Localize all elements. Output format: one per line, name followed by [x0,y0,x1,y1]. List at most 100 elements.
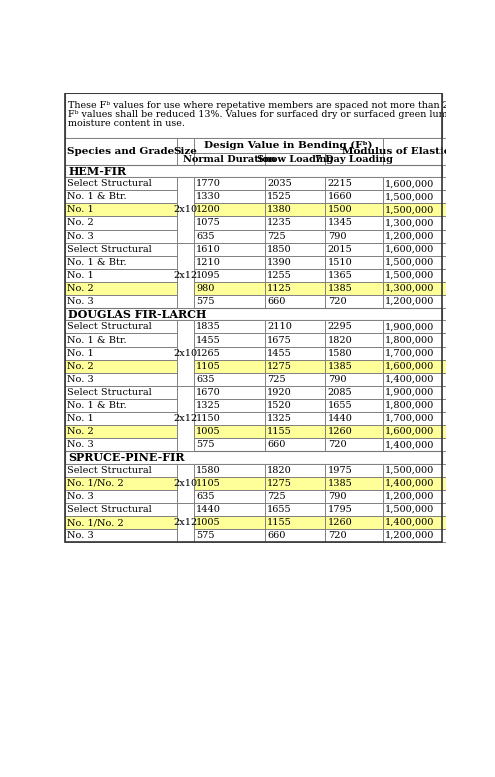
Text: 1105: 1105 [196,479,221,488]
Bar [325,269,383,282]
Bar [65,165,443,177]
Bar [177,295,194,308]
Text: No. 1 & Btr.: No. 1 & Btr. [67,258,127,267]
Text: 1365: 1365 [328,271,352,280]
Text: Snow Loading: Snow Loading [257,155,333,164]
Text: 1,300,000: 1,300,000 [385,218,435,228]
Text: 1,500,000: 1,500,000 [385,271,434,280]
Text: 1,900,000: 1,900,000 [385,322,434,332]
Text: 1770: 1770 [196,179,221,188]
Bar [383,333,446,347]
Bar [265,425,325,438]
Bar [265,490,325,503]
Text: 1820: 1820 [267,465,292,475]
Text: 1,500,000: 1,500,000 [385,465,434,475]
Bar [177,204,194,217]
Bar [325,153,383,165]
Bar [177,242,194,308]
Bar [325,256,383,269]
Text: Design Value in Bending (Fᵇ): Design Value in Bending (Fᵇ) [204,141,372,150]
Text: 2015: 2015 [328,245,352,253]
Text: 725: 725 [267,492,286,501]
Bar [383,282,446,295]
Text: 790: 790 [328,375,346,384]
Text: 1255: 1255 [267,271,292,280]
Bar [65,190,177,204]
Bar [194,256,265,269]
Bar [194,503,265,516]
Text: 1005: 1005 [196,518,221,527]
Bar [325,425,383,438]
Text: 790: 790 [328,492,346,501]
Bar [65,477,177,490]
Bar [325,360,383,373]
Text: 1385: 1385 [328,479,352,488]
Bar [65,308,443,320]
Bar [65,93,443,542]
Text: 1660: 1660 [328,192,352,201]
Text: 2x12: 2x12 [173,414,197,423]
Bar [65,282,177,295]
Bar [265,204,325,217]
Text: Select Structural: Select Structural [67,179,152,188]
Bar [265,320,325,333]
Text: 1510: 1510 [328,258,352,267]
Bar [177,320,194,386]
Bar [325,464,383,477]
Bar [65,451,443,464]
Text: 1385: 1385 [328,362,352,371]
Bar [194,242,265,256]
Bar [65,320,177,333]
Bar [325,190,383,204]
Bar [383,320,446,333]
Text: 1920: 1920 [267,388,292,397]
Bar [325,347,383,360]
Text: 1,800,000: 1,800,000 [385,336,434,344]
Text: 1,500,000: 1,500,000 [385,258,434,267]
Text: 2x12: 2x12 [173,518,197,527]
Bar [265,347,325,360]
Bar [265,190,325,204]
Bar [65,138,177,165]
Bar [65,269,177,282]
Text: Select Structural: Select Structural [67,505,152,514]
Bar [194,320,265,333]
Bar [383,529,446,542]
Text: 1005: 1005 [196,427,221,436]
Bar [65,229,177,242]
Text: No. 3: No. 3 [67,232,94,241]
Bar [383,177,446,190]
Bar [265,242,325,256]
Text: 1,600,000: 1,600,000 [385,362,434,371]
Text: 1200: 1200 [196,205,221,214]
Bar [325,282,383,295]
Bar [383,516,446,529]
Text: 660: 660 [267,441,286,449]
Text: 1500: 1500 [328,205,352,214]
Bar [65,177,177,190]
Text: 1235: 1235 [267,218,292,228]
Text: 725: 725 [267,375,286,384]
Bar [177,412,194,425]
Bar [177,464,194,503]
Text: HEM-FIR: HEM-FIR [68,166,126,176]
Bar [194,438,265,451]
Bar [265,386,325,399]
Text: 1675: 1675 [267,336,292,344]
Text: 1525: 1525 [267,192,292,201]
Bar [65,347,177,360]
Text: No. 1: No. 1 [67,205,94,214]
Text: 1325: 1325 [267,414,292,423]
Text: No. 1/No. 2: No. 1/No. 2 [67,479,124,488]
Text: SPRUCE-PINE-FIR: SPRUCE-PINE-FIR [68,452,185,463]
Bar [65,217,177,229]
Text: 1455: 1455 [196,336,221,344]
Bar [194,373,265,386]
Text: No. 1: No. 1 [67,414,94,423]
Bar [194,464,265,477]
Text: 1125: 1125 [267,284,292,293]
Bar [194,412,265,425]
Bar [177,503,194,542]
Bar [265,295,325,308]
Text: 1440: 1440 [328,414,352,423]
